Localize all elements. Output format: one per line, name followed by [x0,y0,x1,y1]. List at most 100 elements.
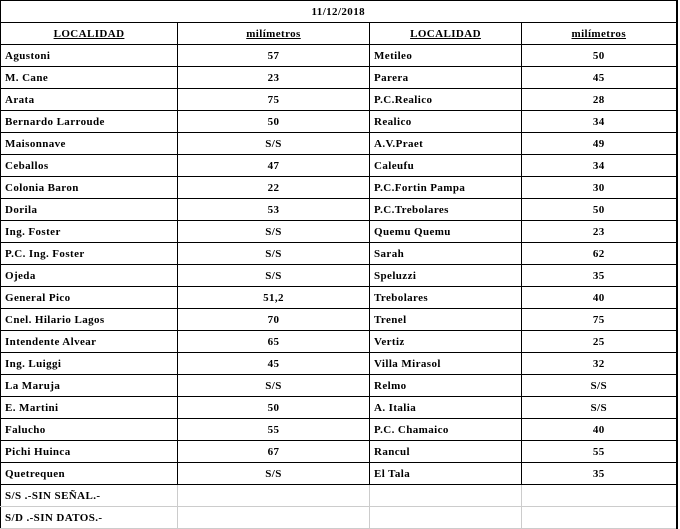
table-row: Ing. Luiggi 45 Villa Mirasol 32 [0,352,678,375]
legend-note: S/D .-SIN DATOS.- [0,506,178,529]
locality: Parera [369,66,522,89]
rainfall-mm: 35 [520,264,678,287]
locality: Relmo [369,374,522,397]
legend-note: S/S .-SIN SEÑAL.- [0,484,178,507]
rainfall-mm: 30 [520,176,678,199]
locality: Ojeda [0,264,178,287]
table-row: Bernardo Larroude 50 Realico 34 [0,110,678,133]
empty-cell [520,506,678,529]
table-row: P.C. Ing. Foster S/S Sarah 62 [0,242,678,265]
rainfall-mm: 23 [177,66,370,89]
table-row: La Maruja S/S Relmo S/S [0,374,678,397]
rainfall-mm: S/S [177,242,370,265]
locality: Speluzzi [369,264,522,287]
locality: Bernardo Larroude [0,110,178,133]
empty-cell [369,506,522,529]
locality: Ing. Foster [0,220,178,243]
locality: Quetrequen [0,462,178,485]
table-row: S/D .-SIN DATOS.- [0,506,678,529]
table-row: Ojeda S/S Speluzzi 35 [0,264,678,287]
column-header: LOCALIDAD [369,22,522,45]
locality: Realico [369,110,522,133]
rainfall-mm: 25 [520,330,678,353]
locality: Agustoni [0,44,178,67]
rainfall-mm: S/S [177,132,370,155]
rainfall-mm: 62 [520,242,678,265]
table-row: S/S .-SIN SEÑAL.- [0,484,678,507]
table-row: Dorila 53 P.C.Trebolares 50 [0,198,678,221]
rainfall-mm: S/S [177,220,370,243]
locality: Vertiz [369,330,522,353]
locality: Trebolares [369,286,522,309]
locality: Villa Mirasol [369,352,522,375]
rainfall-mm: 22 [177,176,370,199]
table-row: LOCALIDAD milímetros LOCALIDAD milímetros [0,22,678,45]
locality: P.C.Fortin Pampa [369,176,522,199]
locality: P.C.Trebolares [369,198,522,221]
rainfall-mm: 50 [177,396,370,419]
rainfall-mm: 49 [520,132,678,155]
rainfall-mm: S/S [520,396,678,419]
column-header: LOCALIDAD [0,22,178,45]
table-row: Cnel. Hilario Lagos 70 Trenel 75 [0,308,678,331]
empty-cell [369,484,522,507]
locality: M. Cane [0,66,178,89]
table-row: Falucho 55 P.C. Chamaico 40 [0,418,678,441]
rainfall-mm: 57 [177,44,370,67]
table-row: Agustoni 57 Metileo 50 [0,44,678,67]
table-row: E. Martini 50 A. Italia S/S [0,396,678,419]
table-row: Quetrequen S/S El Tala 35 [0,462,678,485]
empty-cell [177,484,370,507]
table-row: M. Cane 23 Parera 45 [0,66,678,89]
locality: Sarah [369,242,522,265]
rainfall-mm: 47 [177,154,370,177]
rainfall-mm: S/S [177,462,370,485]
locality: El Tala [369,462,522,485]
rainfall-mm: 34 [520,110,678,133]
locality: Pichi Huinca [0,440,178,463]
locality: A. Italia [369,396,522,419]
locality: Arata [0,88,178,111]
rainfall-mm: S/S [520,374,678,397]
table-row: Pichi Huinca 67 Rancul 55 [0,440,678,463]
rainfall-mm: 55 [520,440,678,463]
rainfall-mm: 23 [520,220,678,243]
table-row: General Pico 51,2 Trebolares 40 [0,286,678,309]
locality: Ceballos [0,154,178,177]
rainfall-mm: 40 [520,418,678,441]
empty-cell [520,484,678,507]
rainfall-mm: 50 [177,110,370,133]
locality: Quemu Quemu [369,220,522,243]
locality: E. Martini [0,396,178,419]
rainfall-mm: 32 [520,352,678,375]
rainfall-mm: 55 [177,418,370,441]
table-row: 11/12/2018 [0,0,678,23]
locality: Maisonnave [0,132,178,155]
locality: Trenel [369,308,522,331]
table-title: 11/12/2018 [0,0,678,23]
table-row: Maisonnave S/S A.V.Praet 49 [0,132,678,155]
table-row: Intendente Alvear 65 Vertiz 25 [0,330,678,353]
locality: La Maruja [0,374,178,397]
rainfall-mm: 28 [520,88,678,111]
locality: Caleufu [369,154,522,177]
column-header: milímetros [177,22,370,45]
rainfall-mm: 75 [177,88,370,111]
locality: Dorila [0,198,178,221]
rainfall-mm: 35 [520,462,678,485]
locality: Ing. Luiggi [0,352,178,375]
locality: Metileo [369,44,522,67]
locality: P.C. Chamaico [369,418,522,441]
rainfall-mm: 50 [520,44,678,67]
rainfall-mm: 45 [520,66,678,89]
rainfall-mm: 70 [177,308,370,331]
locality: Cnel. Hilario Lagos [0,308,178,331]
locality: Colonia Baron [0,176,178,199]
locality: Falucho [0,418,178,441]
rainfall-mm: 75 [520,308,678,331]
rainfall-mm: 45 [177,352,370,375]
locality: Intendente Alvear [0,330,178,353]
